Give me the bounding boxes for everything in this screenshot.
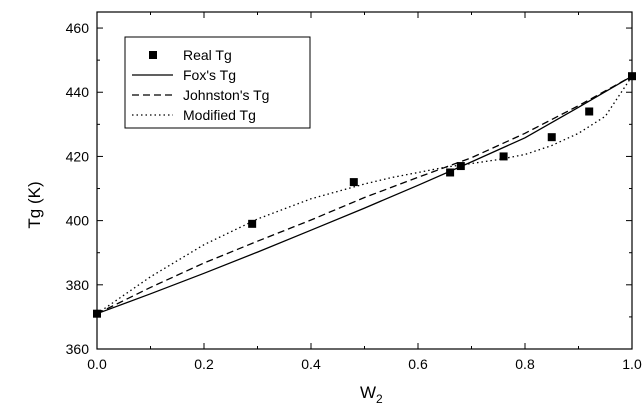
x-axis-label-subscript: 2 — [376, 392, 383, 406]
y-tick-label: 460 — [66, 20, 90, 36]
x-axis-label-main: W — [360, 383, 376, 402]
axes: 0.0 0.2 0.4 0.6 0.8 1.0 360 380 400 420 440 460 — [66, 11, 642, 372]
real-tg-point — [499, 152, 508, 161]
series-layer — [93, 72, 636, 318]
y-tick-label: 400 — [66, 213, 90, 229]
johnston-s-tg-line — [96, 75, 633, 315]
y-tick-label: 440 — [66, 84, 90, 100]
x-tick-label: 0.0 — [87, 356, 107, 372]
y-axis-label: Tg (K) — [25, 181, 44, 228]
fox-s-tg-line — [96, 75, 633, 315]
x-axis-label: W2 — [360, 383, 383, 406]
real-tg-point — [248, 219, 257, 228]
legend-label-modified-tg: Modified Tg — [183, 107, 256, 123]
legend-key-real-tg — [149, 51, 157, 59]
legend-label-johnston-s-tg: Johnston's Tg — [183, 87, 269, 103]
real-tg-point — [349, 178, 358, 187]
real-tg-point — [547, 133, 556, 142]
x-tick-label: 0.2 — [194, 356, 214, 372]
x-tick-label: 0.8 — [515, 356, 535, 372]
y-tick-label: 380 — [66, 277, 90, 293]
real-tg-point — [585, 107, 594, 116]
x-tick-label: 0.6 — [408, 356, 428, 372]
real-tg-point — [446, 168, 455, 177]
real-tg-point — [628, 72, 636, 81]
y-tick-label: 360 — [66, 341, 90, 357]
x-tick-label: 1.0 — [622, 356, 642, 372]
legend: Real Tg Fox's Tg Johnston's Tg Modified Tg — [124, 36, 311, 129]
legend-label-real-tg: Real Tg — [183, 47, 232, 63]
legend-label-fox-s-tg: Fox's Tg — [183, 67, 236, 83]
y-tick-label: 420 — [66, 148, 90, 164]
x-tick-label: 0.4 — [301, 356, 321, 372]
